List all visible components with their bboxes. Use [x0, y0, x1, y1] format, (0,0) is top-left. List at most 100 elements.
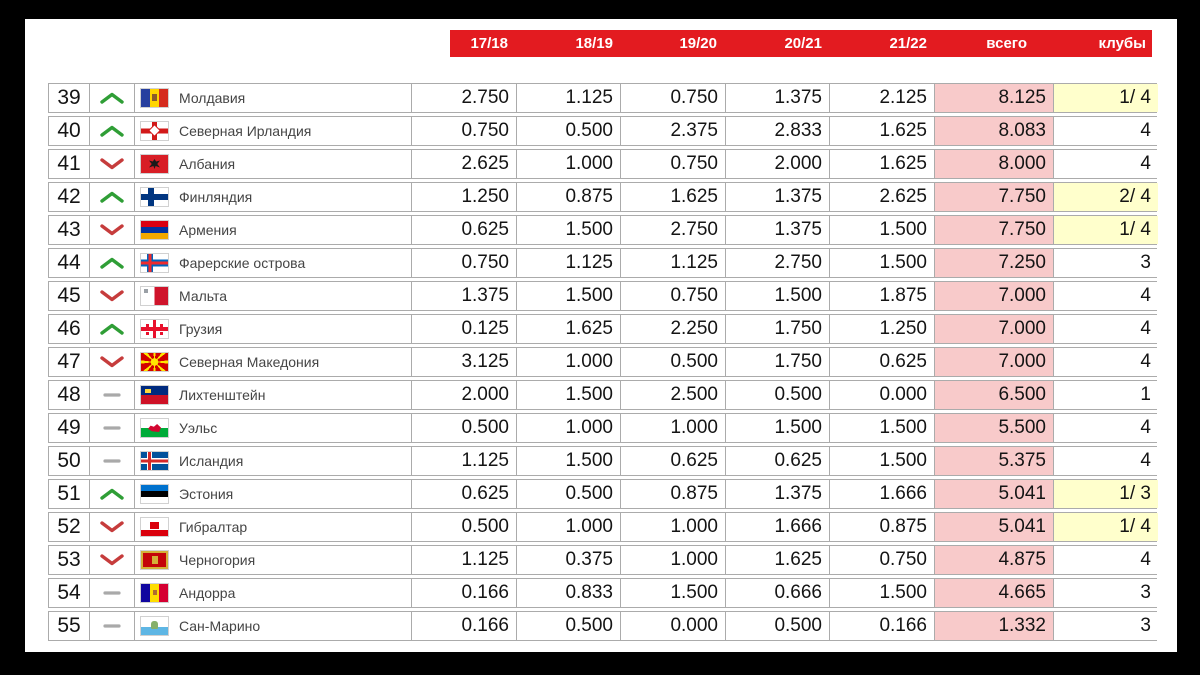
total-cell: 5.041: [934, 480, 1053, 508]
trend-cell: [89, 117, 134, 145]
total-cell: 8.083: [934, 117, 1053, 145]
header-col-19-20: 19/20: [679, 35, 717, 52]
season-value-cell: 0.875: [620, 480, 725, 508]
season-value-cell: 1.625: [620, 183, 725, 211]
trend-cell: [89, 348, 134, 376]
country-cell: Черногория: [134, 546, 411, 574]
total-cell: 7.250: [934, 249, 1053, 277]
clubs-cell: 4: [1053, 414, 1158, 442]
country-name: Албания: [179, 156, 236, 172]
clubs-cell: 4: [1053, 546, 1158, 574]
clubs-cell: 4: [1053, 117, 1158, 145]
trend-cell: [89, 579, 134, 607]
flag-northern-ireland-icon: [141, 122, 168, 140]
season-value-cell: 0.500: [516, 480, 620, 508]
table-row: 54 Андорра 0.166 0.833 1.500 0.666 1.500 4.665 3: [48, 578, 1158, 608]
season-value-cell: 1.500: [516, 447, 620, 475]
country-cell: Андорра: [134, 579, 411, 607]
season-value-cell: 1.500: [725, 414, 829, 442]
trend-cell: [89, 282, 134, 310]
season-value-cell: 0.833: [516, 579, 620, 607]
country-cell: Мальта: [134, 282, 411, 310]
clubs-cell: 1/ 3: [1053, 480, 1158, 508]
season-value-cell: 0.500: [516, 612, 620, 640]
season-value-cell: 1.500: [516, 216, 620, 244]
header-col-total: всего: [986, 35, 1027, 52]
trend-cell: [89, 381, 134, 409]
season-value-cell: 0.750: [829, 546, 934, 574]
country-name: Сан-Марино: [179, 618, 261, 634]
rank-cell: 43: [57, 218, 81, 241]
season-value-cell: 1.500: [725, 282, 829, 310]
table-row: 51 Эстония 0.625 0.500 0.875 1.375 1.666 5.041 1…: [48, 479, 1158, 509]
season-value-cell: 2.833: [725, 117, 829, 145]
country-cell: Финляндия: [134, 183, 411, 211]
table-row: 53 Черногория 1.125 0.375 1.000 1.625 0.750 4.8…: [48, 545, 1158, 575]
clubs-cell: 2/ 4: [1053, 183, 1158, 211]
table-row: 42 Финляндия 1.250 0.875 1.625 1.375 2.625 7.75…: [48, 182, 1158, 212]
season-value-cell: 1.625: [829, 117, 934, 145]
rank-cell: 42: [57, 185, 81, 208]
season-value-cell: 1.500: [829, 414, 934, 442]
season-value-cell: 0.166: [411, 579, 516, 607]
season-value-cell: 1.500: [829, 447, 934, 475]
season-value-cell: 0.875: [829, 513, 934, 541]
total-cell: 7.750: [934, 216, 1053, 244]
trend-down-icon: [99, 520, 125, 534]
clubs-cell: 1/ 4: [1053, 513, 1158, 541]
season-value-cell: 0.500: [725, 381, 829, 409]
season-value-cell: 2.250: [620, 315, 725, 343]
total-cell: 7.000: [934, 348, 1053, 376]
trend-up-icon: [99, 190, 125, 204]
table-row: 49 Уэльс 0.500 1.000 1.000 1.500 1.500 5.500 4: [48, 413, 1158, 443]
header-col-18-19: 18/19: [575, 35, 613, 52]
season-value-cell: 1.375: [725, 84, 829, 112]
season-value-cell: 1.875: [829, 282, 934, 310]
season-value-cell: 0.625: [829, 348, 934, 376]
total-cell: 1.332: [934, 612, 1053, 640]
country-cell: Гибралтар: [134, 513, 411, 541]
season-value-cell: 1.500: [516, 381, 620, 409]
season-value-cell: 2.375: [620, 117, 725, 145]
trend-cell: [89, 612, 134, 640]
flag-gibraltar-icon: [141, 518, 168, 536]
trend-flat-icon: [99, 421, 125, 435]
country-name: Фарерские острова: [179, 255, 306, 271]
season-value-cell: 0.750: [411, 249, 516, 277]
season-value-cell: 0.750: [620, 282, 725, 310]
table-row: 41 Албания 2.625 1.000 0.750 2.000 1.625 8.000 4: [48, 149, 1158, 179]
trend-down-icon: [99, 355, 125, 369]
country-name: Уэльс: [179, 420, 218, 436]
season-value-cell: 1.250: [829, 315, 934, 343]
season-value-cell: 0.750: [620, 84, 725, 112]
table-row: 43 Армения 0.625 1.500 2.750 1.375 1.500 7.750 1…: [48, 215, 1158, 245]
header-col-17-18: 17/18: [470, 35, 508, 52]
flag-armenia-icon: [141, 221, 168, 239]
country-name: Грузия: [179, 321, 223, 337]
trend-cell: [89, 183, 134, 211]
season-value-cell: 0.625: [411, 216, 516, 244]
header-col-21-22: 21/22: [889, 35, 927, 52]
season-value-cell: 1.000: [516, 348, 620, 376]
season-value-cell: 1.250: [411, 183, 516, 211]
season-value-cell: 1.000: [620, 414, 725, 442]
season-value-cell: 1.000: [516, 414, 620, 442]
trend-up-icon: [99, 487, 125, 501]
trend-flat-icon: [99, 586, 125, 600]
total-cell: 7.000: [934, 315, 1053, 343]
country-name: Гибралтар: [179, 519, 248, 535]
table-row: 39 Молдавия 2.750 1.125 0.750 1.375 2.125 8.125…: [48, 83, 1158, 113]
clubs-cell: 4: [1053, 348, 1158, 376]
country-name: Черногория: [179, 552, 256, 568]
season-value-cell: 1.625: [829, 150, 934, 178]
clubs-cell: 1: [1053, 381, 1158, 409]
total-cell: 8.000: [934, 150, 1053, 178]
trend-cell: [89, 150, 134, 178]
country-cell: Фарерские острова: [134, 249, 411, 277]
season-value-cell: 2.125: [829, 84, 934, 112]
season-value-cell: 2.750: [411, 84, 516, 112]
flag-finland-icon: [141, 188, 168, 206]
clubs-cell: 1/ 4: [1053, 84, 1158, 112]
trend-flat-icon: [99, 619, 125, 633]
